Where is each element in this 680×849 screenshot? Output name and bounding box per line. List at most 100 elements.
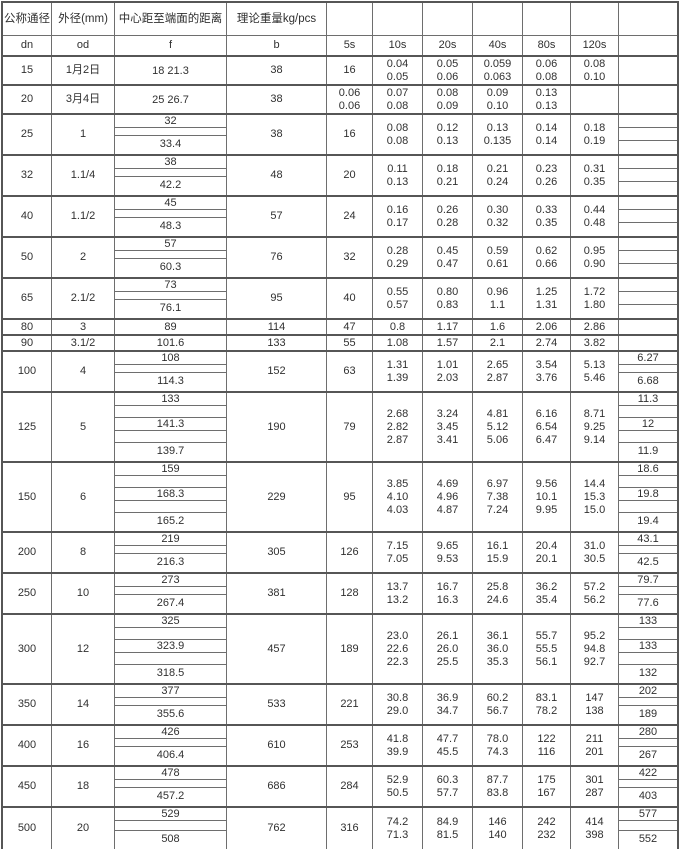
cell-80s: 36.2 35.4 bbox=[523, 574, 571, 613]
cell-5s: 32 bbox=[327, 238, 373, 277]
extra-subcell: 77.6 bbox=[637, 597, 659, 609]
value-line: 25.8 bbox=[486, 580, 509, 593]
value-line: 13.2 bbox=[386, 593, 409, 606]
cell-extra: 79.7 77.6 bbox=[619, 574, 677, 613]
extra-subcell: 132 bbox=[638, 667, 658, 679]
f-subcell: 508 bbox=[161, 833, 180, 845]
f-subcell: 325 bbox=[115, 615, 226, 628]
f-subcell: 60.3 bbox=[159, 261, 182, 273]
cell-5s: 47 bbox=[327, 320, 373, 334]
value-line: 0.06 bbox=[338, 99, 361, 112]
table-header-row: dn od f b 5s 10s 20s 40s 80s 120s bbox=[3, 36, 677, 57]
f-subcell bbox=[115, 501, 226, 513]
cell-f: 108 114.3 bbox=[115, 352, 227, 391]
value-line: 47.7 bbox=[436, 732, 459, 745]
cell-5s: 221 bbox=[327, 685, 373, 724]
cell-40s: 0.59 0.61 bbox=[473, 238, 523, 277]
cell-extra: 422 403 bbox=[619, 767, 677, 806]
cell-dn: 80 bbox=[3, 320, 52, 334]
f-subcell: 42.2 bbox=[159, 179, 182, 191]
cell-extra bbox=[619, 156, 677, 195]
value-line: 5.12 bbox=[486, 420, 509, 433]
header-empty bbox=[523, 3, 571, 35]
value-line: 0.18 bbox=[583, 121, 606, 134]
value-line: 2.87 bbox=[386, 433, 409, 446]
cell-b: 38 bbox=[227, 115, 327, 154]
cell-40s: 0.09 0.10 bbox=[473, 86, 523, 113]
value-line: 138 bbox=[585, 704, 604, 717]
value-line: 23.0 bbox=[386, 629, 409, 642]
table-body: 15 1月2日 18 21.3 38 16 0.04 0.05 0.05 0.06 0.059 0.… bbox=[3, 57, 677, 849]
value-line: 0.83 bbox=[436, 298, 459, 311]
cell-f: 18 21.3 bbox=[115, 57, 227, 84]
value-line: 2.74 bbox=[535, 336, 558, 349]
extra-subcell: 133 bbox=[619, 615, 677, 628]
value-line: 253 bbox=[340, 739, 359, 751]
table-row: 90 3.1/2 101.6 133 55 1.08 1.57 2.1 2.74 3.82 bbox=[3, 336, 677, 352]
value-line: 5.13 bbox=[583, 358, 606, 371]
value-line: 22.6 bbox=[386, 642, 409, 655]
extra-subcell bbox=[619, 476, 677, 488]
cell-40s: 16.1 15.9 bbox=[473, 533, 523, 572]
cell-od: 1.1/4 bbox=[52, 156, 115, 195]
table-row: 65 2.1/2 73 76.1 95 40 0.55 0.57 0.80 0.83 0.96 1.1… bbox=[3, 279, 677, 320]
f-subcell bbox=[115, 628, 226, 640]
f-subcell: 426 bbox=[115, 726, 226, 739]
cell-f: 377 355.6 bbox=[115, 685, 227, 724]
table-row: 150 6 159 168.3 165.2 229 95 3.85 4.10 4.03 4.69 4.… bbox=[3, 463, 677, 533]
header-empty bbox=[423, 3, 473, 35]
value-line: 36.1 bbox=[486, 629, 509, 642]
value-line: 0.24 bbox=[486, 175, 509, 188]
value-line: 1.31 bbox=[535, 298, 558, 311]
value-line: 0.61 bbox=[486, 257, 509, 270]
value-line: 9.56 bbox=[535, 477, 558, 490]
value-line: 63 bbox=[343, 365, 356, 377]
value-line: 0.62 bbox=[535, 244, 558, 257]
value-line: 0.23 bbox=[535, 162, 558, 175]
value-line: 0.47 bbox=[436, 257, 459, 270]
f-subcell: 89 bbox=[164, 321, 177, 333]
value-line: 0.33 bbox=[535, 203, 558, 216]
header-empty bbox=[327, 3, 373, 35]
extra-subcell bbox=[619, 57, 677, 84]
cell-dn: 15 bbox=[3, 57, 52, 84]
extra-subcell bbox=[619, 821, 677, 831]
cell-10s: 1.31 1.39 bbox=[373, 352, 423, 391]
value-line: 7.38 bbox=[486, 490, 509, 503]
cell-dn: 500 bbox=[3, 808, 52, 849]
cell-40s: 2.1 bbox=[473, 336, 523, 350]
cell-40s: 25.8 24.6 bbox=[473, 574, 523, 613]
table-row: 50 2 57 60.3 76 32 0.28 0.29 0.45 0.47 0.59 0.61 0.6… bbox=[3, 238, 677, 279]
value-line: 15.9 bbox=[486, 552, 509, 565]
cell-b: 610 bbox=[227, 726, 327, 765]
value-line: 31.0 bbox=[583, 539, 606, 552]
extra-subcell: 19.4 bbox=[637, 515, 659, 527]
extra-subcell bbox=[619, 264, 677, 277]
cell-40s: 0.96 1.1 bbox=[473, 279, 523, 318]
value-line: 35.3 bbox=[486, 655, 509, 668]
f-subcell: 529 bbox=[115, 808, 226, 821]
cell-120s: 2.86 bbox=[571, 320, 619, 334]
value-line: 7.24 bbox=[486, 503, 509, 516]
value-line: 9.65 bbox=[436, 539, 459, 552]
f-subcell: 38 bbox=[115, 156, 226, 169]
cell-od: 6 bbox=[52, 463, 115, 531]
f-subcell: 355.6 bbox=[156, 708, 185, 720]
value-line: 0.90 bbox=[583, 257, 606, 270]
table-row: 350 14 377 355.6 533 221 30.8 29.0 36.9 34.7 60.2 5… bbox=[3, 685, 677, 726]
extra-subcell: 11.9 bbox=[637, 445, 659, 457]
extra-subcell: 189 bbox=[638, 708, 658, 720]
cell-20s: 1.17 bbox=[423, 320, 473, 334]
value-line: 128 bbox=[340, 587, 359, 599]
value-line: 2.87 bbox=[486, 371, 509, 384]
value-line: 32 bbox=[343, 251, 356, 263]
f-subcell: 45 bbox=[115, 197, 226, 210]
extra-subcell: 422 bbox=[619, 767, 677, 780]
value-line: 3.45 bbox=[436, 420, 459, 433]
value-line: 36.0 bbox=[486, 642, 509, 655]
value-line: 221 bbox=[340, 698, 359, 710]
cell-20s: 36.9 34.7 bbox=[423, 685, 473, 724]
cell-10s: 0.8 bbox=[373, 320, 423, 334]
extra-subcell bbox=[619, 698, 677, 706]
